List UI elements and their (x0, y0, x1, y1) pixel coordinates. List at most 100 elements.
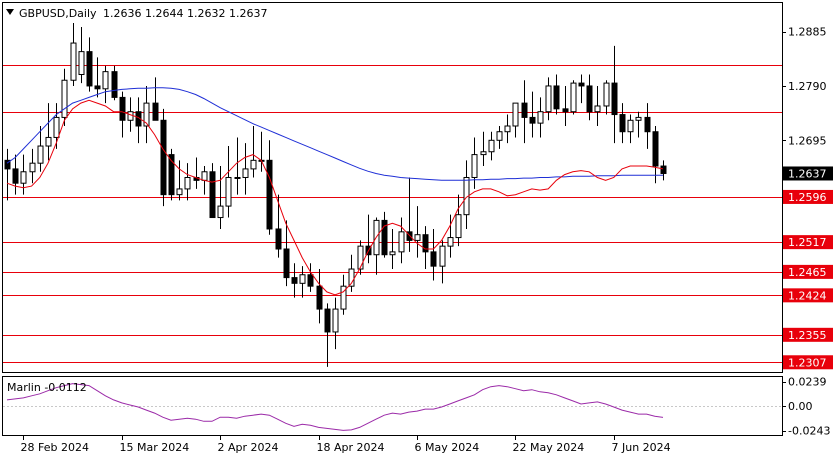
candle-body (512, 102, 519, 127)
triangle-down-icon[interactable] (6, 9, 14, 15)
candle-body (381, 219, 388, 256)
candle-body (242, 168, 249, 178)
candle-body (455, 214, 462, 239)
candle (660, 160, 667, 181)
candle-body (201, 171, 208, 181)
candle-body (111, 71, 118, 98)
oscillator-label: Marlin -0.0112 (7, 381, 87, 394)
y-tick-label: 1.2885 (788, 26, 827, 39)
x-tick-label: 28 Feb 2024 (21, 441, 89, 454)
candle (45, 103, 52, 161)
price-panel-frame (2, 2, 783, 373)
ohlc-values: 1.2636 1.2644 1.2632 1.2637 (103, 7, 267, 20)
oscillator-y-axis: 0.0239 0.00 -0.0243 (782, 376, 830, 438)
candle-body (143, 102, 150, 127)
candle-body (12, 168, 19, 184)
price-y-axis: 1.2885 1.2790 1.2695 1.2637 1.2596 1.2517 1.24… (782, 26, 833, 370)
candle (389, 228, 396, 270)
level-price-label: 1.2355 (788, 329, 827, 342)
candle (61, 68, 68, 126)
candle-body (307, 274, 314, 287)
candle-body (594, 105, 601, 113)
candle-body (299, 274, 306, 284)
candle-body (152, 102, 159, 121)
candle-body (570, 82, 577, 113)
candle (430, 228, 437, 281)
candle (234, 137, 241, 195)
candle (160, 108, 167, 207)
candle (447, 214, 454, 258)
candle-body (644, 116, 651, 133)
candle-body (225, 176, 232, 207)
x-tick-label: 6 May 2024 (415, 441, 480, 454)
symbol-timeframe: GBPUSD,Daily (19, 7, 97, 20)
candle-body (348, 268, 355, 287)
candle-body (521, 102, 528, 118)
candle (627, 114, 634, 144)
candle (488, 131, 495, 161)
candle-body (209, 171, 216, 219)
current-price-tag (783, 166, 833, 181)
candle-body (45, 136, 52, 147)
candle-body (70, 42, 77, 81)
candle (119, 91, 126, 138)
candle (422, 226, 429, 270)
candle-body (29, 162, 36, 173)
candle-body (127, 111, 134, 121)
date-x-axis: 28 Feb 2024 15 Mar 2024 2 Apr 2024 18 Apr 2… (21, 436, 671, 454)
candle (496, 126, 503, 149)
candle (176, 160, 183, 201)
candle-body (61, 79, 68, 118)
candle (340, 274, 347, 315)
candle-body (324, 308, 331, 333)
candle-body (160, 119, 167, 196)
candle (570, 80, 577, 115)
candle (299, 266, 306, 298)
candle (619, 103, 626, 144)
candle (537, 97, 544, 138)
candle-body (20, 171, 27, 184)
candle-body (562, 108, 569, 113)
candle-body (488, 139, 495, 153)
candle (316, 269, 323, 324)
candle-body (283, 248, 290, 279)
candle-body (217, 205, 224, 219)
candle-body (504, 125, 511, 133)
candle (29, 148, 36, 184)
candle-body (496, 131, 503, 141)
oscillator-line (6, 383, 664, 431)
candle (217, 166, 224, 229)
candle (504, 114, 511, 144)
candle-body (447, 237, 454, 247)
osc-layer (3, 383, 782, 431)
candle-body (357, 245, 364, 270)
candle-body (529, 116, 536, 124)
candle-body (422, 234, 429, 253)
candle (471, 137, 478, 189)
candle (603, 80, 610, 115)
candle-body (94, 85, 101, 90)
level-price-tag (783, 189, 833, 204)
y-tick-label: 1.2695 (788, 134, 827, 147)
candle-body (635, 116, 642, 121)
candle-body (619, 114, 626, 133)
candle-body (119, 96, 126, 121)
candle-body (611, 82, 618, 116)
candle-body (4, 159, 11, 170)
x-tick-label: 22 May 2024 (513, 441, 585, 454)
candle-body (389, 251, 396, 256)
candle-body (537, 111, 544, 124)
level-price-tag (783, 264, 833, 279)
candle (644, 103, 651, 149)
candle (37, 126, 44, 172)
y-tick-label: 1.2790 (788, 80, 827, 93)
candle (398, 217, 405, 264)
candle (266, 140, 273, 235)
candle-body (332, 308, 339, 333)
candle (94, 57, 101, 98)
level-price-label: 1.2517 (788, 236, 827, 249)
ma-fast-line (6, 99, 664, 296)
candle-body (480, 151, 487, 156)
